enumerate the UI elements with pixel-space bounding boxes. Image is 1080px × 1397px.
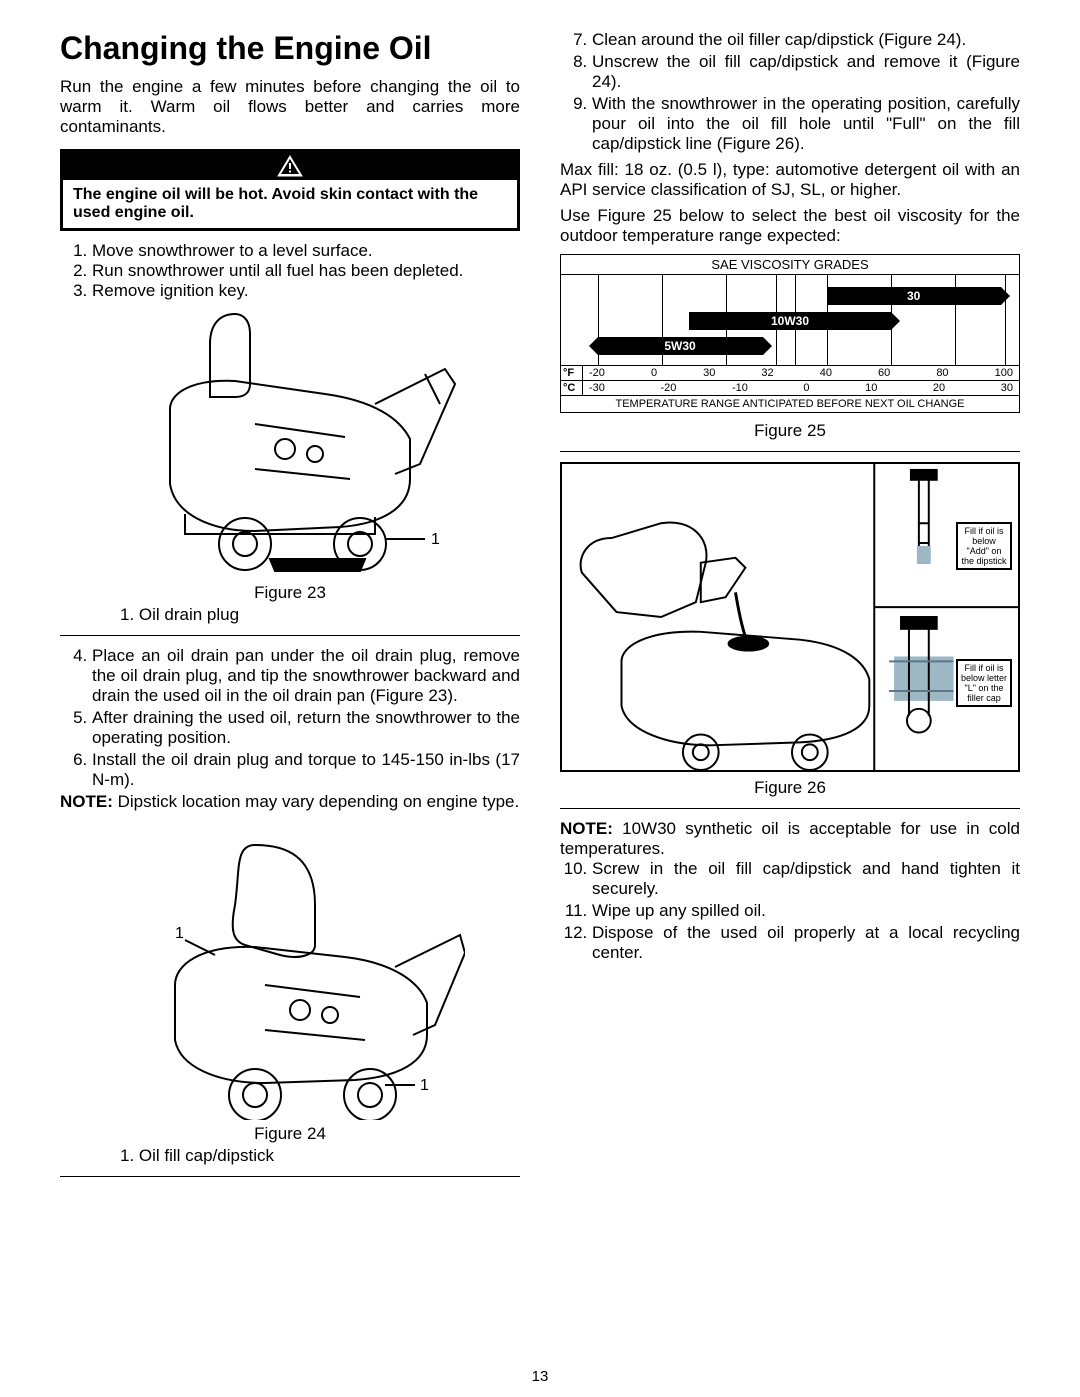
viscosity-bar: 10W30: [689, 312, 891, 330]
figure-26-inset-1: Fill if oil is below "Add" on the dipsti…: [956, 522, 1012, 570]
note-2: NOTE: 10W30 synthetic oil is acceptable …: [560, 819, 1020, 859]
viscosity-bar: 5W30: [598, 337, 763, 355]
step-item: After draining the used oil, return the …: [92, 708, 520, 748]
step-item: Install the oil drain plug and torque to…: [92, 750, 520, 790]
steps-list-c: Clean around the oil filler cap/dipstick…: [560, 30, 1020, 154]
scale-value: 80: [936, 367, 948, 379]
scale-value: 30: [703, 367, 715, 379]
figure-26: Fill if oil is below "Add" on the dipsti…: [560, 462, 1020, 772]
page-number: 13: [0, 1368, 1080, 1385]
viscosity-title: SAE VISCOSITY GRADES: [561, 255, 1019, 275]
maxfill-paragraph: Max fill: 18 oz. (0.5 l), type: automoti…: [560, 160, 1020, 200]
steps-list-d: Screw in the oil fill cap/dipstick and h…: [560, 859, 1020, 963]
figure-26-inset-2: Fill if oil is below letter "L" on the f…: [956, 659, 1012, 707]
steps-list-b: Place an oil drain pan under the oil dra…: [60, 646, 520, 790]
scale-value: 20: [933, 382, 945, 394]
scale-value: 0: [651, 367, 657, 379]
figure-24: 1 1 Figure 24 1. Oil fill cap/dipstick: [60, 820, 520, 1166]
warning-text: The engine oil will be hot. Avoid skin c…: [63, 180, 517, 228]
left-column: Changing the Engine Oil Run the engine a…: [60, 30, 520, 1187]
viscosity-bars-area: 30 10W30 5W30: [561, 275, 1019, 365]
viscosity-chart: SAE VISCOSITY GRADES 3010W305W30 °F -200…: [560, 254, 1020, 413]
step-item: Screw in the oil fill cap/dipstick and h…: [592, 859, 1020, 899]
step-item: Place an oil drain pan under the oil dra…: [92, 646, 520, 706]
scale-value: -20: [660, 382, 676, 394]
steps-list-a: Move snowthrower to a level surface.Run …: [60, 241, 520, 301]
scale-value: -10: [732, 382, 748, 394]
warning-icon: [277, 155, 303, 177]
figure-23-caption: Figure 23: [254, 583, 326, 603]
separator: [60, 1176, 520, 1177]
figure-24-legend: 1. Oil fill cap/dipstick: [120, 1146, 274, 1166]
step-item: Clean around the oil filler cap/dipstick…: [592, 30, 1020, 50]
figure-26-illustration: [562, 464, 1018, 770]
svg-text:1: 1: [431, 531, 440, 548]
figure-25-caption: Figure 25: [560, 421, 1020, 441]
intro-paragraph: Run the engine a few minutes before chan…: [60, 77, 520, 137]
note-1: NOTE: Dipstick location may vary dependi…: [60, 792, 520, 812]
scale-value: -30: [589, 382, 605, 394]
step-item: Wipe up any spilled oil.: [592, 901, 1020, 921]
scale-value: 10: [865, 382, 877, 394]
scale-value: 32: [761, 367, 773, 379]
scale-value: 30: [1001, 382, 1013, 394]
scale-value: -20: [589, 367, 605, 379]
figure-23-illustration: 1: [115, 309, 465, 579]
svg-text:1: 1: [175, 925, 184, 942]
step-item: Run snowthrower until all fuel has been …: [92, 261, 520, 281]
step-item: With the snowthrower in the operating po…: [592, 94, 1020, 154]
scale-c-label: °C: [561, 381, 583, 395]
page-title: Changing the Engine Oil: [60, 30, 520, 67]
scale-f-values: -20 0 30 32 40 60 80 100: [583, 366, 1019, 380]
figure-26-caption: Figure 26: [560, 778, 1020, 798]
step-item: Remove ignition key.: [92, 281, 520, 301]
separator: [560, 451, 1020, 452]
scale-value: 100: [995, 367, 1013, 379]
svg-text:1: 1: [420, 1077, 429, 1094]
warning-icon-bar: [63, 152, 517, 180]
scale-value: 60: [878, 367, 890, 379]
figure-23-legend: 1. Oil drain plug: [120, 605, 239, 625]
step-item: Move snowthrower to a level surface.: [92, 241, 520, 261]
figure-23: 1 Figure 23 1. Oil drain plug: [60, 309, 520, 625]
scale-c-values: -30 -20 -10 0 10 20 30: [583, 381, 1019, 395]
viscosity-scale-c: °C -30 -20 -10 0 10 20 30: [561, 380, 1019, 395]
figure-24-illustration: 1 1: [115, 820, 465, 1120]
viscosity-scale-f: °F -20 0 30 32 40 60 80 100: [561, 365, 1019, 380]
right-column: Clean around the oil filler cap/dipstick…: [560, 30, 1020, 1187]
warning-box: The engine oil will be hot. Avoid skin c…: [60, 149, 520, 231]
step-item: Dispose of the used oil properly at a lo…: [592, 923, 1020, 963]
use-fig25-paragraph: Use Figure 25 below to select the best o…: [560, 206, 1020, 246]
separator: [60, 635, 520, 636]
viscosity-footer: TEMPERATURE RANGE ANTICIPATED BEFORE NEX…: [561, 395, 1019, 412]
step-item: Unscrew the oil fill cap/dipstick and re…: [592, 52, 1020, 92]
figure-24-caption: Figure 24: [254, 1124, 326, 1144]
scale-value: 0: [803, 382, 809, 394]
viscosity-bar: 30: [827, 287, 1001, 305]
scale-f-label: °F: [561, 366, 583, 380]
separator: [560, 808, 1020, 809]
scale-value: 40: [820, 367, 832, 379]
